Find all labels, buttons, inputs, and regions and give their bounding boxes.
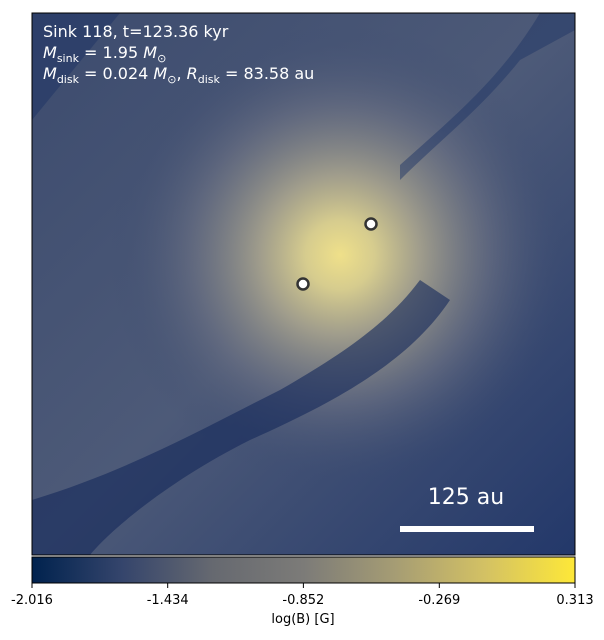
annotation-part: R xyxy=(187,64,198,83)
annotation-part: sink xyxy=(57,52,80,65)
field-image: 125 au xyxy=(32,13,575,555)
annotation-part: ⊙ xyxy=(167,73,176,86)
annotation-part: M xyxy=(43,43,57,62)
annotation-part: = 0.024 xyxy=(79,64,153,83)
annotation: Msink = 1.95 M⊙ xyxy=(43,43,166,65)
annotation-part: = 1.95 xyxy=(79,43,143,62)
colorbar-tick-label: -1.434 xyxy=(147,593,189,608)
annotation-part: M xyxy=(143,43,157,62)
scale-bar xyxy=(400,526,534,532)
frame xyxy=(31,12,576,556)
annotation-part: ⊙ xyxy=(157,52,166,65)
annotation: Mdisk = 0.024 M⊙, Rdisk = 83.58 au xyxy=(43,64,314,86)
colorbar xyxy=(31,556,576,584)
colorbar-tick-label: -0.269 xyxy=(418,593,460,608)
annotation-part: = 83.58 au xyxy=(220,64,314,83)
colorbar-label: log(B) [G] xyxy=(271,612,334,627)
annotation-part: , xyxy=(176,64,186,83)
annotation-part: M xyxy=(43,64,57,83)
annotation-part: M xyxy=(153,64,167,83)
sink xyxy=(364,217,378,231)
annotation-part: disk xyxy=(57,73,80,86)
colorbar-tick-label: -0.852 xyxy=(282,593,324,608)
scale-bar-label: 125 au xyxy=(428,485,504,510)
sink xyxy=(296,277,310,291)
annotation-part: disk xyxy=(198,73,221,86)
annotation: Sink 118, t=123.36 kyr xyxy=(43,22,229,41)
colorbar-tick-label: 0.313 xyxy=(556,593,593,608)
colorbar-tick-label: -2.016 xyxy=(11,593,53,608)
